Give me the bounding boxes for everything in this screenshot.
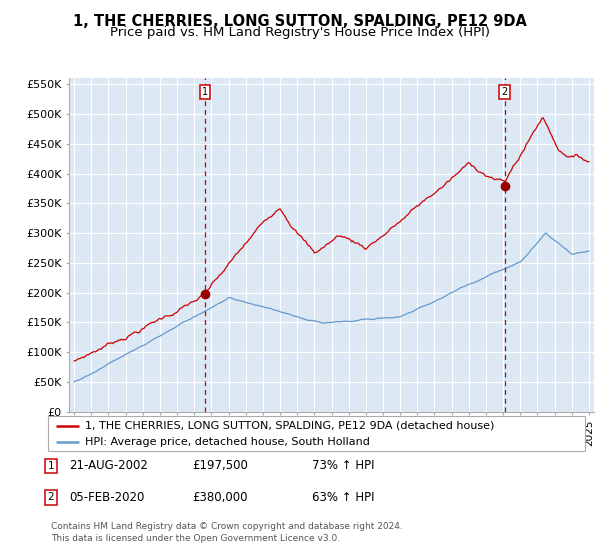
Text: 2: 2 [47, 492, 55, 502]
Text: 21-AUG-2002: 21-AUG-2002 [69, 459, 148, 473]
Text: 05-FEB-2020: 05-FEB-2020 [69, 491, 145, 504]
Text: £197,500: £197,500 [192, 459, 248, 473]
Text: 1: 1 [47, 461, 55, 471]
Text: 63% ↑ HPI: 63% ↑ HPI [312, 491, 374, 504]
Text: 1, THE CHERRIES, LONG SUTTON, SPALDING, PE12 9DA: 1, THE CHERRIES, LONG SUTTON, SPALDING, … [73, 14, 527, 29]
Text: £380,000: £380,000 [192, 491, 248, 504]
Text: 1, THE CHERRIES, LONG SUTTON, SPALDING, PE12 9DA (detached house): 1, THE CHERRIES, LONG SUTTON, SPALDING, … [85, 421, 494, 431]
Text: Contains HM Land Registry data © Crown copyright and database right 2024.: Contains HM Land Registry data © Crown c… [51, 522, 403, 531]
Text: 1: 1 [202, 87, 208, 97]
Text: 2: 2 [502, 87, 508, 97]
Text: This data is licensed under the Open Government Licence v3.0.: This data is licensed under the Open Gov… [51, 534, 340, 543]
Text: 73% ↑ HPI: 73% ↑ HPI [312, 459, 374, 473]
Text: HPI: Average price, detached house, South Holland: HPI: Average price, detached house, Sout… [85, 437, 370, 447]
Text: Price paid vs. HM Land Registry's House Price Index (HPI): Price paid vs. HM Land Registry's House … [110, 26, 490, 39]
FancyBboxPatch shape [48, 416, 585, 451]
